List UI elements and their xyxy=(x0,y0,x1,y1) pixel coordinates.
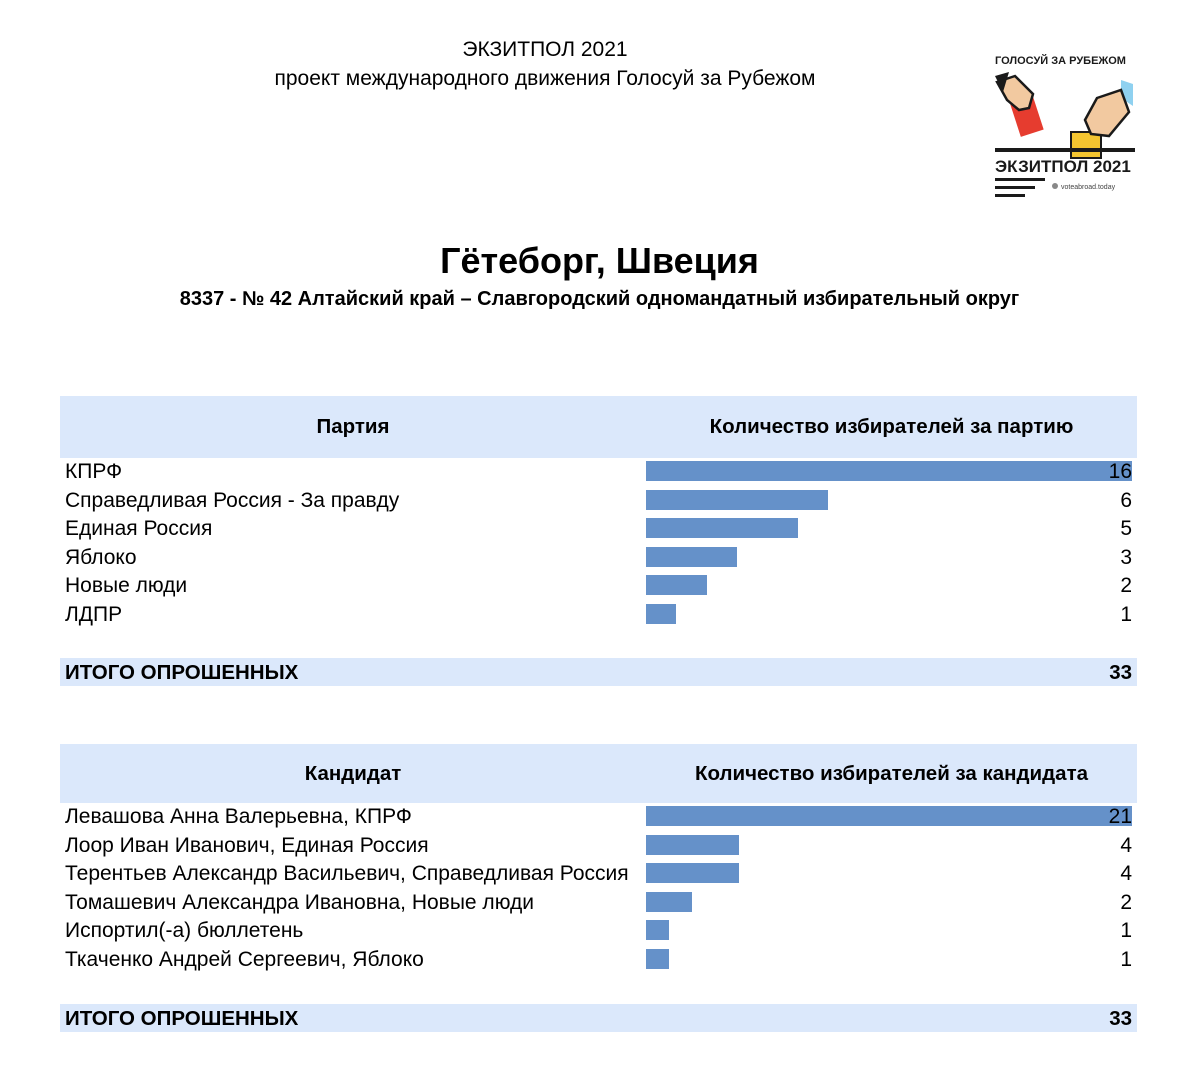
party-row: КПРФ 16 xyxy=(60,458,1137,487)
party-vote-bar xyxy=(646,575,707,596)
project-subtitle: проект международного движения Голосуй з… xyxy=(274,67,816,90)
party-row: Яблоко 3 xyxy=(60,544,1137,573)
candidate-vote-count: 21 xyxy=(1108,805,1132,828)
candidate-column-header: Кандидат xyxy=(304,762,402,785)
party-table-header: Партия Количество избирателей за партию xyxy=(60,396,1137,458)
party-name: ЛДПР xyxy=(65,602,123,626)
candidate-row: Ткаченко Андрей Сергеевич, Яблоко 1 xyxy=(60,946,1137,975)
candidate-vote-bar xyxy=(646,948,669,969)
candidate-vote-count: 4 xyxy=(1120,833,1132,857)
party-vote-count: 16 xyxy=(1108,460,1132,483)
party-row: ЛДПР 1 xyxy=(60,601,1137,630)
candidate-name: Лоор Иван Иванович, Единая Россия xyxy=(65,833,429,857)
party-vote-count: 3 xyxy=(1120,545,1132,569)
candidate-name: Левашова Анна Валерьевна, КПРФ xyxy=(65,805,412,828)
party-name: Яблоко xyxy=(65,545,137,569)
vote-abroad-logo: ГОЛОСУЙ ЗА РУБЕЖОМ ЭКЗИТПОЛ 2021 voteabr… xyxy=(993,50,1141,202)
party-name: КПРФ xyxy=(65,460,123,483)
party-table: Партия Количество избирателей за партию … xyxy=(60,396,1137,630)
district-title: 8337 - № 42 Алтайский край – Славгородск… xyxy=(179,288,1020,310)
candidate-row: Томашевич Александра Ивановна, Новые люд… xyxy=(60,889,1137,918)
svg-text:ЭКЗИТПОЛ 2021: ЭКЗИТПОЛ 2021 xyxy=(995,157,1131,176)
party-vote-bar xyxy=(646,461,1132,481)
candidate-vote-bar xyxy=(646,863,739,884)
svg-text:ГОЛОСУЙ ЗА РУБЕЖОМ: ГОЛОСУЙ ЗА РУБЕЖОМ xyxy=(995,54,1126,67)
party-name: Справедливая Россия - За правду xyxy=(65,488,400,512)
candidate-vote-bar xyxy=(646,834,739,855)
party-column-header: Партия xyxy=(316,415,390,438)
candidate-row: Левашова Анна Валерьевна, КПРФ 21 xyxy=(60,803,1137,832)
city-title: Гётеборг, Швеция xyxy=(440,240,759,281)
candidate-row: Испортил(-а) бюллетень 1 xyxy=(60,917,1137,946)
candidate-vote-count: 1 xyxy=(1120,947,1132,971)
candidate-total-row: ИТОГО ОПРОШЕННЫХ 33 xyxy=(60,1004,1137,1032)
candidate-row: Лоор Иван Иванович, Единая Россия 4 xyxy=(60,832,1137,861)
party-vote-count: 1 xyxy=(1120,602,1132,626)
candidate-vote-count: 1 xyxy=(1120,919,1132,943)
party-vote-count: 5 xyxy=(1120,517,1132,541)
candidate-vote-bar xyxy=(646,920,669,941)
candidate-vote-bar xyxy=(646,891,692,912)
candidate-row: Терентьев Александр Васильевич, Справедл… xyxy=(60,860,1137,889)
candidate-table: Кандидат Количество избирателей за канди… xyxy=(60,744,1137,975)
candidate-table-header: Кандидат Количество избирателей за канди… xyxy=(60,744,1137,803)
ballot-hands-icon: ГОЛОСУЙ ЗА РУБЕЖОМ ЭКЗИТПОЛ 2021 voteabr… xyxy=(995,54,1135,197)
candidate-vote-count: 2 xyxy=(1120,890,1132,914)
party-votes-column-header: Количество избирателей за партию xyxy=(709,415,1074,438)
exitpoll-title: ЭКЗИТПОЛ 2021 xyxy=(462,38,628,61)
party-total-row: ИТОГО ОПРОШЕННЫХ 33 xyxy=(60,658,1137,686)
party-total-label: ИТОГО ОПРОШЕННЫХ xyxy=(65,661,299,684)
candidate-votes-column-header: Количество избирателей за кандидата xyxy=(694,762,1089,785)
candidate-vote-bar xyxy=(646,806,1132,826)
party-rows: КПРФ 16 Справедливая Россия - За правду 6 Ед… xyxy=(60,458,1137,630)
candidate-vote-count: 4 xyxy=(1120,862,1132,886)
candidate-name: Испортил(-а) бюллетень xyxy=(65,919,304,943)
party-vote-bar xyxy=(646,603,676,624)
party-row: Справедливая Россия - За правду 6 xyxy=(60,487,1137,516)
party-row: Новые люди 2 xyxy=(60,572,1137,601)
party-total-value: 33 xyxy=(1109,661,1132,684)
party-vote-bar xyxy=(646,546,737,567)
party-vote-count: 2 xyxy=(1120,574,1132,598)
candidate-name: Терентьев Александр Васильевич, Справедл… xyxy=(65,862,629,886)
party-vote-bar xyxy=(646,518,798,539)
candidate-rows: Левашова Анна Валерьевна, КПРФ 21 Лоор Ива… xyxy=(60,803,1137,975)
party-row: Единая Россия 5 xyxy=(60,515,1137,544)
party-vote-bar xyxy=(646,489,828,510)
party-name: Новые люди xyxy=(65,574,188,598)
candidate-total-value: 33 xyxy=(1109,1007,1132,1030)
candidate-total-label: ИТОГО ОПРОШЕННЫХ xyxy=(65,1007,299,1030)
svg-text:voteabroad.today: voteabroad.today xyxy=(1061,184,1116,191)
candidate-name: Ткаченко Андрей Сергеевич, Яблоко xyxy=(65,947,424,971)
party-vote-count: 6 xyxy=(1120,488,1132,512)
party-name: Единая Россия xyxy=(65,517,213,541)
candidate-name: Томашевич Александра Ивановна, Новые люд… xyxy=(65,890,534,914)
